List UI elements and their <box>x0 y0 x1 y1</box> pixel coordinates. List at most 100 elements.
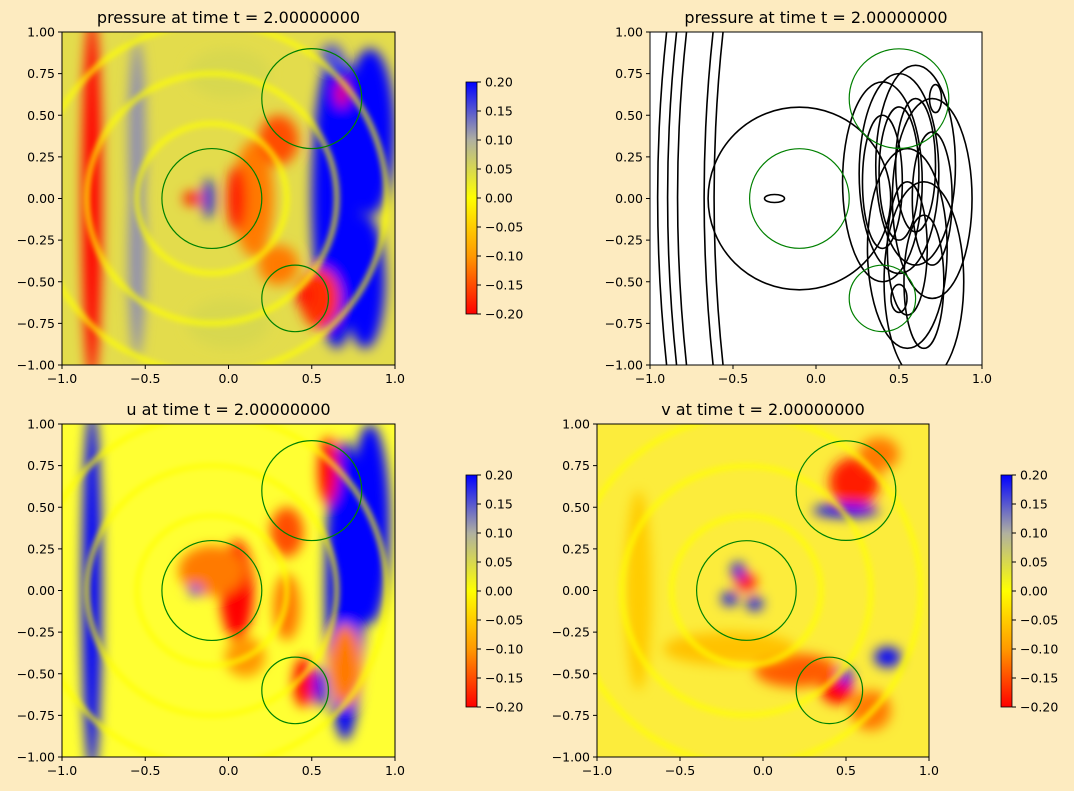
subplot-4: v at time t = 2.00000000 −1.0 −0.5 0.0 0.5 1.… <box>552 400 1059 778</box>
heatmap-blob <box>345 48 395 216</box>
wavefront-arcs <box>62 32 389 365</box>
colorbar-tick-label: 0.20 <box>1020 468 1048 483</box>
x-tick-label: 0.0 <box>806 371 826 386</box>
plot-area <box>597 424 929 757</box>
y-tick-label: 1.00 <box>562 417 590 432</box>
x-tick-label: 0.5 <box>889 371 909 386</box>
x-tick-label: −1.0 <box>635 371 665 386</box>
heatmap-blob <box>736 573 757 591</box>
wavefront-arc <box>62 32 389 365</box>
contour-lines <box>656 32 973 365</box>
obstacle-circle <box>161 539 263 642</box>
colorbar-tick-label: 0.15 <box>1020 497 1048 512</box>
y-tick-label: −0.25 <box>17 233 55 248</box>
y-tick-label: −0.75 <box>17 708 55 723</box>
wavefront-arc <box>134 513 289 668</box>
obstacle-circle <box>749 148 850 249</box>
colorbar-tick-label: 0.00 <box>485 191 513 206</box>
y-tick-label: −0.50 <box>605 274 643 289</box>
contour-line <box>890 283 908 314</box>
subplot-title: u at time t = 2.00000000 <box>126 400 330 419</box>
y-tick-label: 0.00 <box>615 191 643 206</box>
contour-background <box>650 32 982 365</box>
heatmap-blob <box>812 503 880 518</box>
contour-line <box>911 131 953 266</box>
colorbar-tick-label: −0.05 <box>485 613 523 628</box>
subplot-title: pressure at time t = 2.00000000 <box>97 8 360 27</box>
colorbar-tick-label: 0.10 <box>485 133 513 148</box>
wavefront-arc <box>619 464 873 717</box>
contour-line <box>666 32 678 365</box>
heatmap-blob <box>874 647 901 668</box>
contour-line <box>703 32 714 365</box>
contour-line <box>707 106 892 291</box>
colorbar: 0.20 0.15 0.10 0.05 0.00 −0.05 −0.10 −0.15 −0.20 <box>465 75 523 322</box>
subplot-title: pressure at time t = 2.00000000 <box>684 8 947 27</box>
contour-line <box>866 147 948 350</box>
y-tick-label: 0.50 <box>615 108 643 123</box>
heatmap-field <box>81 32 395 365</box>
colorbar-tick-label: −0.10 <box>485 642 523 657</box>
wavefront-arcs <box>62 424 389 757</box>
plot-area <box>650 32 982 365</box>
contour-line <box>763 193 786 204</box>
y-tick-label: −1.00 <box>17 750 55 765</box>
contour-line <box>903 214 945 350</box>
colorbar-tick-label: −0.05 <box>485 220 523 235</box>
contour-line <box>861 114 904 250</box>
heatmap-blob <box>226 165 247 232</box>
colorbar-tick-label: 0.05 <box>485 162 513 177</box>
wavefront-arcs <box>597 424 923 757</box>
y-tick-label: 1.00 <box>615 25 643 40</box>
x-tick-label: 0.5 <box>302 763 322 778</box>
colorbar-tick-label: 0.05 <box>1020 555 1048 570</box>
colorbar-tick-label: 0.15 <box>485 104 513 119</box>
obstacle-circle <box>161 147 263 250</box>
heatmap-blob <box>258 245 299 286</box>
heatmap-blob <box>625 490 652 691</box>
x-tick-label: 0.0 <box>753 763 773 778</box>
colorbar-tick-label: −0.20 <box>485 307 523 322</box>
wavefront-arc <box>597 424 923 757</box>
heatmap-blob <box>313 667 327 708</box>
x-tick-label: 1.0 <box>972 371 992 386</box>
heatmap-blob <box>258 115 299 166</box>
contour-line <box>878 106 920 241</box>
contour-line <box>928 83 943 114</box>
y-tick-label: −0.75 <box>17 316 55 331</box>
obstacle-circle <box>795 656 864 725</box>
y-tick-label: −1.00 <box>605 358 643 373</box>
y-tick-label: 0.50 <box>562 500 590 515</box>
obstacle-circle <box>848 264 917 333</box>
heatmap-blob <box>328 623 362 708</box>
obstacle-circle <box>696 540 797 641</box>
y-tick-label: 0.00 <box>27 191 55 206</box>
contour-line <box>713 32 724 365</box>
y-tick-label: 0.75 <box>562 458 590 473</box>
wavefront-arc <box>84 71 339 326</box>
x-tick-label: −0.5 <box>130 371 160 386</box>
obstacle-circle <box>848 48 950 149</box>
colorbar-tick-label: 0.05 <box>485 555 513 570</box>
y-tick-label: −1.00 <box>552 750 590 765</box>
x-tick-label: −0.5 <box>665 763 695 778</box>
heatmap-blob <box>81 424 102 757</box>
heatmap-blob <box>663 632 797 666</box>
y-tick-label: 0.25 <box>27 149 55 164</box>
wavefront-arc <box>84 463 339 718</box>
colorbar-tick-label: 0.20 <box>485 468 513 483</box>
heatmap-blob <box>81 32 102 365</box>
x-tick-label: 1.0 <box>919 763 939 778</box>
heatmap-blob <box>721 592 739 606</box>
wavefront-arc <box>669 513 824 668</box>
colorbar-tick-label: 0.15 <box>485 497 513 512</box>
x-tick-label: 1.0 <box>385 763 405 778</box>
x-tick-label: −1.0 <box>47 371 77 386</box>
obstacle-circle <box>261 656 330 725</box>
subplot-1: pressure at time t = 2.00000000 −1.0 −0.5 0… <box>17 8 524 386</box>
subplot-3: u at time t = 2.00000000 −1.0 −0.5 0.0 0.5 1.… <box>17 400 524 778</box>
y-tick-label: −1.00 <box>17 358 55 373</box>
colorbar-tick-label: −0.15 <box>485 278 523 293</box>
obstacle-circle <box>261 48 363 150</box>
